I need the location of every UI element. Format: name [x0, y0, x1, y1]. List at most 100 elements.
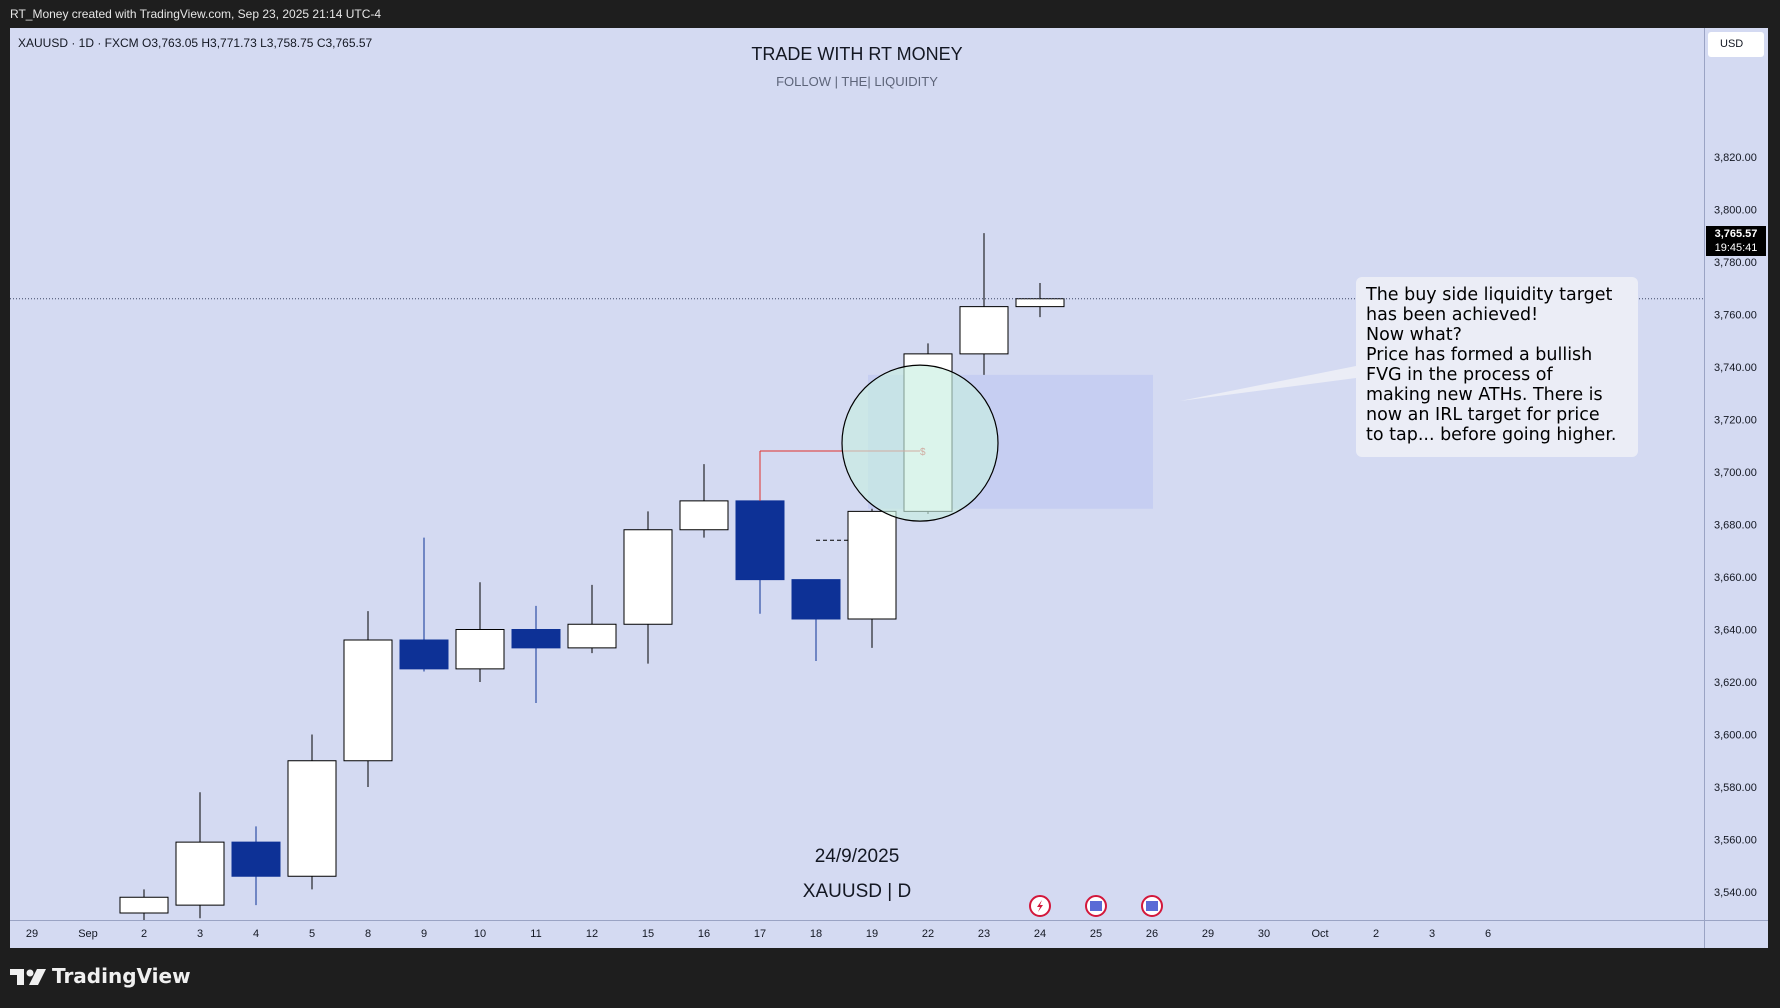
axis-corner: [1704, 920, 1768, 948]
price-tick-label: 3,640.00: [1714, 625, 1757, 637]
tradingview-logo-icon: [10, 969, 46, 985]
time-tick-label: 2: [1373, 928, 1379, 940]
time-tick-label: 19: [866, 928, 878, 940]
time-tick-label: 11: [530, 928, 541, 940]
candle-18: [791, 579, 841, 661]
candle-body: [791, 579, 841, 620]
economic-event-icon: [1141, 895, 1163, 917]
time-tick-label: 22: [922, 928, 934, 940]
time-tick-label: Sep: [78, 928, 98, 940]
candle-body: [399, 639, 449, 670]
candle-19: [847, 508, 897, 648]
candle-15: [623, 511, 673, 664]
watermark-title: TRADE WITH RT MONEY: [751, 44, 963, 64]
time-tick-label: 29: [26, 928, 38, 940]
candle-2: [119, 889, 169, 920]
candle-body: [119, 896, 169, 914]
time-tick-label: 18: [810, 928, 822, 940]
watermark-subtitle: FOLLOW | THE| LIQUIDITY: [776, 74, 938, 89]
candle-body: [343, 639, 393, 762]
time-tick-label: 25: [1090, 928, 1102, 940]
time-tick-label: 23: [978, 928, 990, 940]
last-price-value: 3,765.57: [1714, 228, 1758, 240]
price-axis[interactable]: [1704, 28, 1768, 922]
price-tick-label: 3,680.00: [1714, 520, 1757, 532]
tradingview-logo[interactable]: TradingView: [10, 964, 191, 988]
flag-icon: [1090, 901, 1102, 911]
time-tick-label: Oct: [1311, 928, 1328, 940]
price-tick-label: 3,700.00: [1714, 467, 1757, 479]
watermark-symbol: XAUUSD | D: [802, 881, 912, 902]
flag-icon: [1146, 901, 1158, 911]
candle-8: [343, 611, 393, 787]
candle-12: [567, 584, 617, 654]
candle-17: [735, 453, 785, 614]
time-tick-label: 4: [253, 928, 259, 940]
candle-body: [287, 760, 337, 877]
plot-area: $: [10, 233, 1704, 920]
economic-event-icon: [1085, 895, 1107, 917]
lightning-icon: [1037, 900, 1043, 912]
time-tick-label: 8: [365, 928, 371, 940]
candle-body: [679, 500, 729, 531]
annotation-note[interactable]: The buy side liquidity target has been a…: [1356, 277, 1638, 457]
last-price-label: 3,765.57 19:45:41: [1706, 226, 1766, 256]
candle-body: [1015, 298, 1065, 308]
time-axis[interactable]: [10, 920, 1704, 948]
candle-23: [959, 233, 1009, 375]
time-tick-label: 16: [698, 928, 710, 940]
candle-4: [231, 826, 281, 906]
candle-body: [175, 841, 225, 906]
candle-3: [175, 792, 225, 919]
callout-pointer: [1180, 366, 1356, 401]
price-tick-label: 3,720.00: [1714, 415, 1757, 427]
brand-name: TradingView: [52, 964, 191, 988]
time-tick-label: 10: [474, 928, 486, 940]
chart-credit: RT_Money created with TradingView.com, S…: [10, 7, 382, 21]
candle-body: [735, 500, 785, 581]
time-tick-label: 3: [197, 928, 203, 940]
symbol-info: XAUUSD · 1D · FXCM O3,763.05 H3,771.73 L…: [18, 36, 373, 50]
price-tick-label: 3,580.00: [1714, 782, 1757, 794]
dividend-event-icon: [1029, 895, 1051, 917]
candle-body: [567, 623, 617, 649]
time-tick-label: 15: [642, 928, 654, 940]
time-tick-label: 30: [1258, 928, 1270, 940]
watermark-date: 24/9/2025: [814, 846, 900, 867]
candle-body: [959, 306, 1009, 355]
time-tick-label: 12: [586, 928, 598, 940]
time-tick-label: 3: [1429, 928, 1435, 940]
time-tick-label: 29: [1202, 928, 1214, 940]
candle-24: [1015, 283, 1065, 318]
candle-9: [399, 537, 449, 672]
chart-canvas[interactable]: $3,540.00 3,560.00 3,580.00 3,600.00 3,620.0…: [10, 28, 1768, 948]
price-tick-label: 3,780.00: [1714, 257, 1757, 269]
candle-body: [511, 629, 561, 649]
price-tick-label: 3,800.00: [1714, 205, 1757, 217]
time-tick-label: 6: [1485, 928, 1491, 940]
candle-body: [847, 510, 897, 620]
price-tick-label: 3,540.00: [1714, 887, 1757, 899]
candle-5: [287, 734, 337, 890]
candle-body: [455, 629, 505, 670]
price-tick-label: 3,560.00: [1714, 835, 1757, 847]
time-tick-label: 26: [1146, 928, 1158, 940]
candle-body: [623, 529, 673, 625]
price-tick-label: 3,760.00: [1714, 310, 1757, 322]
chart-frame: $3,540.00 3,560.00 3,580.00 3,600.00 3,620.0…: [10, 28, 1768, 948]
price-tick-label: 3,660.00: [1714, 572, 1757, 584]
candle-10: [455, 582, 505, 682]
price-tick-label: 3,600.00: [1714, 730, 1757, 742]
time-tick-label: 2: [141, 928, 147, 940]
time-tick-label: 9: [421, 928, 427, 940]
price-tick-label: 3,820.00: [1714, 152, 1757, 164]
fvg-highlight-circle: [841, 364, 999, 522]
time-tick-label: 24: [1034, 928, 1046, 940]
time-tick-label: 5: [309, 928, 315, 940]
candle-11: [511, 605, 561, 703]
time-tick-label: 17: [754, 928, 766, 940]
last-price-countdown: 19:45:41: [1714, 242, 1758, 254]
candle-16: [679, 464, 729, 538]
candle-body: [231, 841, 281, 877]
currency-button[interactable]: USD: [1708, 32, 1764, 57]
